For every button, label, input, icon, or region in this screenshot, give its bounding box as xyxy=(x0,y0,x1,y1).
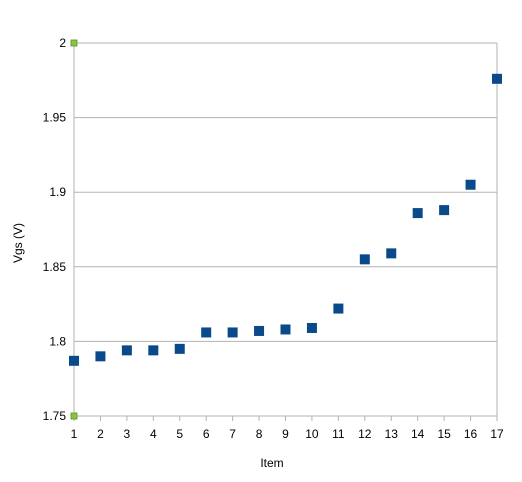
data-points xyxy=(69,73,502,366)
y-tick-label: 1.95 xyxy=(43,111,67,125)
x-tick-label: 12 xyxy=(358,427,372,441)
axis-end-marker xyxy=(70,39,78,47)
y-tick-label: 1.9 xyxy=(49,185,66,199)
x-tick-label: 16 xyxy=(464,427,478,441)
data-point xyxy=(227,327,238,338)
x-tick-label: 4 xyxy=(150,427,157,441)
data-point xyxy=(254,325,265,336)
data-point xyxy=(69,355,79,366)
grid-lines xyxy=(74,42,497,417)
data-point xyxy=(148,345,159,356)
data-point xyxy=(386,248,397,259)
x-tick-labels: 1 2 3 4 5 6 7 8 9 10 11 12 13 14 15 16 17 xyxy=(71,427,504,441)
data-point xyxy=(280,324,291,335)
x-tick-label: 6 xyxy=(203,427,210,441)
y-tick-labels: 1.75 1.8 1.85 1.9 1.95 2 xyxy=(43,36,67,423)
data-point xyxy=(201,327,212,338)
x-tick-label: 3 xyxy=(124,427,131,441)
x-tick-label: 5 xyxy=(176,427,183,441)
data-point xyxy=(306,322,317,333)
data-point xyxy=(465,179,476,190)
data-point xyxy=(174,343,185,354)
x-axis-label: Item xyxy=(260,456,283,470)
x-tick-label: 17 xyxy=(490,427,504,441)
x-tick-label: 8 xyxy=(256,427,263,441)
data-point xyxy=(95,351,106,362)
y-tick-label: 1.8 xyxy=(49,334,66,348)
data-point xyxy=(439,205,450,216)
y-axis-label: Vgs (V) xyxy=(11,223,25,263)
x-tick-label: 1 xyxy=(71,427,78,441)
x-tick-label: 13 xyxy=(385,427,399,441)
data-point xyxy=(333,303,344,314)
y-tick-label: 1.75 xyxy=(43,409,67,423)
x-tick-label: 11 xyxy=(332,427,345,441)
y-tick-label: 2 xyxy=(59,36,66,50)
x-tick-label: 7 xyxy=(229,427,236,441)
y-tick-label: 1.85 xyxy=(43,260,67,274)
x-tick-label: 14 xyxy=(411,427,425,441)
data-point xyxy=(412,208,423,219)
data-point xyxy=(121,345,132,356)
axes xyxy=(70,39,498,421)
x-tick-label: 2 xyxy=(97,427,104,441)
x-tick-label: 9 xyxy=(282,427,289,441)
data-point xyxy=(359,254,370,265)
data-point xyxy=(492,73,502,84)
x-tick-label: 10 xyxy=(305,427,319,441)
axis-end-marker xyxy=(70,412,78,420)
x-tick-label: 15 xyxy=(437,427,451,441)
